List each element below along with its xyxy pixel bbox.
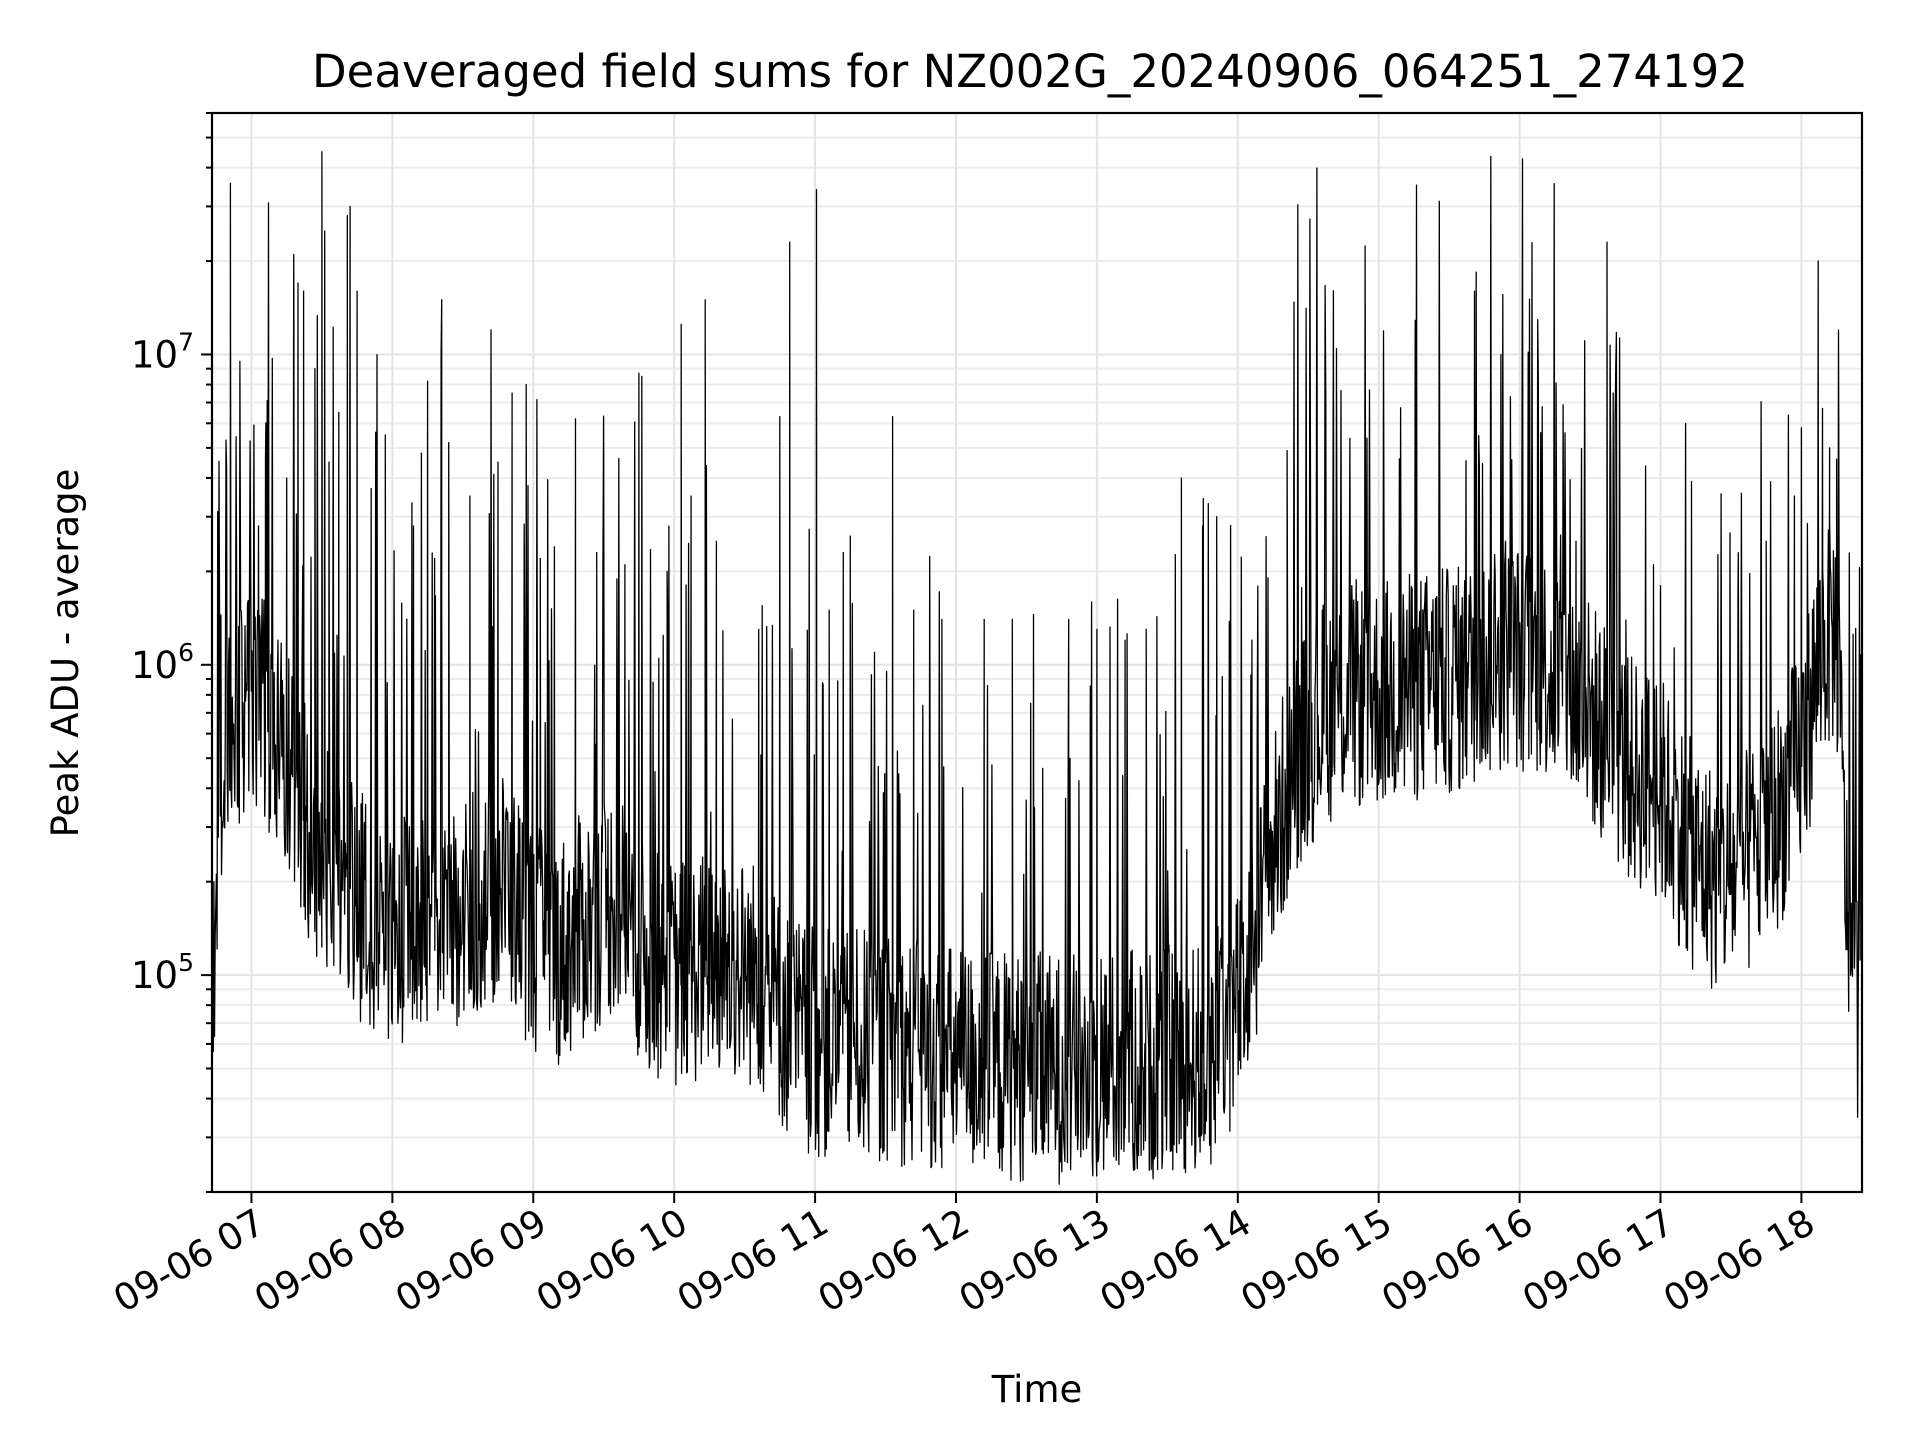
series-line [211,151,1863,1185]
y-axis-label: Peak ADU - average [44,469,87,838]
y-tick-label: 105 [131,948,194,997]
chart-title: Deaveraged field sums for NZ002G_2024090… [312,45,1748,98]
plot-area [211,151,1863,1185]
y-tick-label: 106 [131,638,194,687]
plot-frame [210,111,1864,1194]
y-axis: 105 106 107 [131,112,212,1193]
x-axis-label: Time [991,1368,1083,1411]
y-tick-label: 107 [131,327,194,376]
